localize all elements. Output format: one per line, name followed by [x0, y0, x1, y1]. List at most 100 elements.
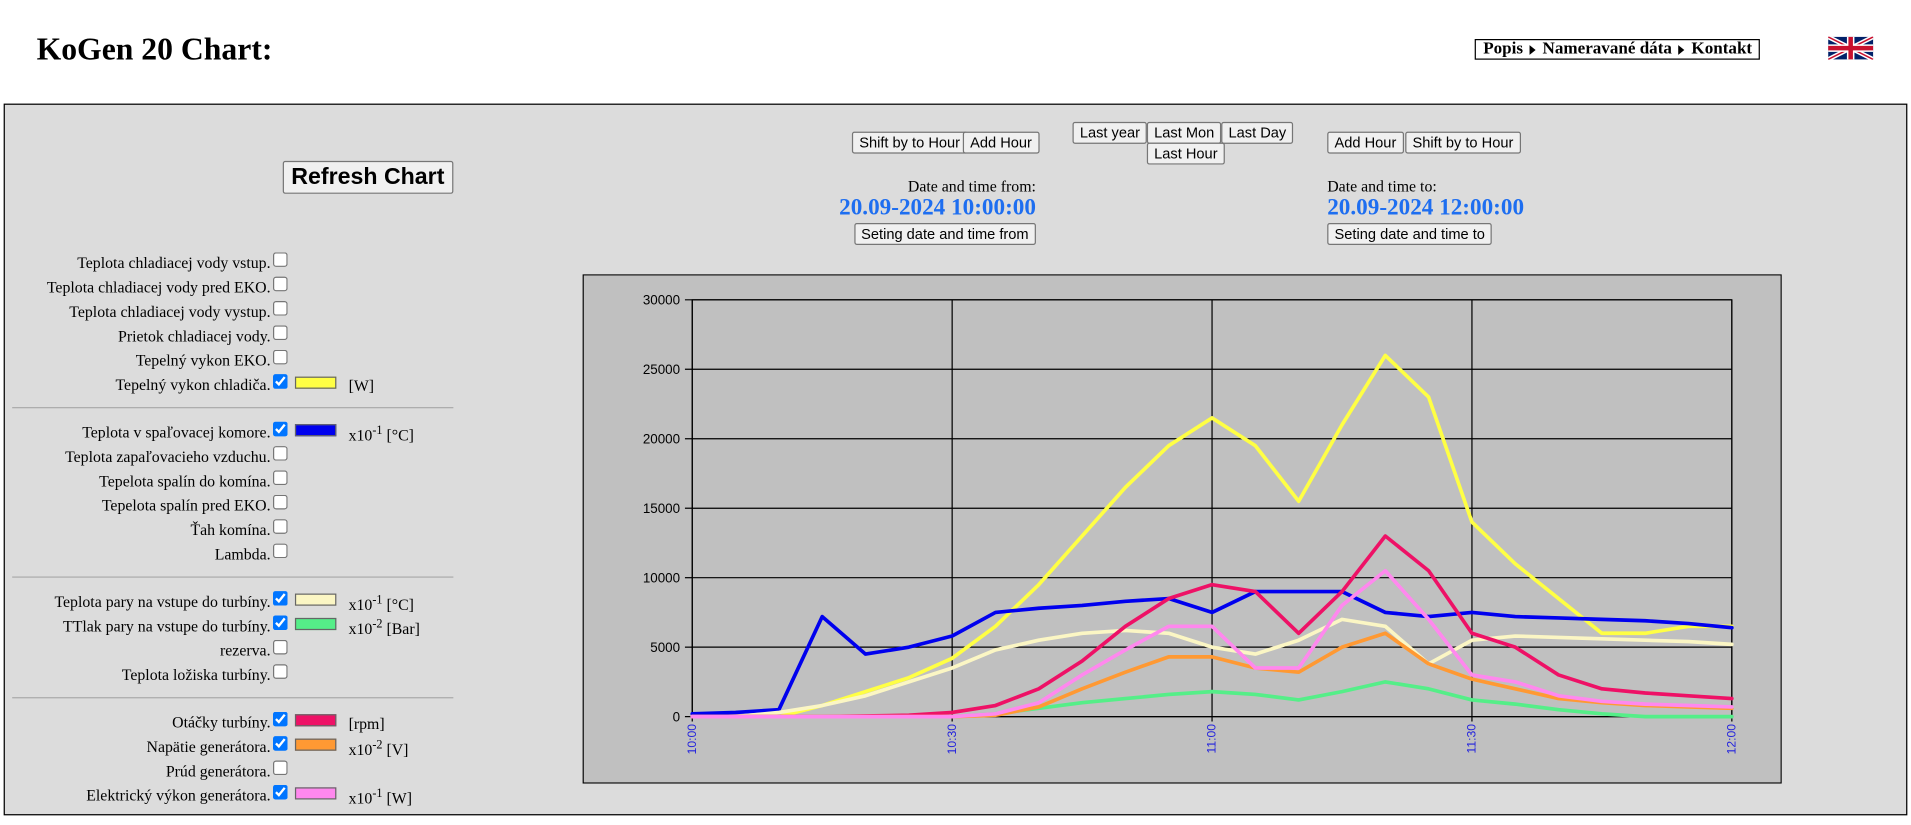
- sensor-checkbox[interactable]: [273, 421, 288, 437]
- unit-text: [°C]: [386, 595, 414, 614]
- unit-exponent: -1: [372, 593, 383, 607]
- unit-text: [V]: [386, 740, 409, 759]
- y-tick-label: 15000: [643, 501, 680, 516]
- sensor-label: TTlak pary na vstupe do turbíny.: [63, 616, 271, 635]
- x-tick-label: 10:00: [685, 724, 699, 755]
- chart-frame: [582, 274, 1782, 784]
- shift-button[interactable]: Shift by to Hour: [1405, 131, 1521, 154]
- from-label: Date and time from:: [907, 176, 1036, 195]
- chart: 0 5000 10000 15000 20000 25000 30000 10:00 10:30…: [582, 274, 1782, 784]
- unit-base: x10: [348, 740, 373, 759]
- color-swatch: [294, 376, 337, 389]
- unit-base: x10: [348, 595, 373, 614]
- sensor-label: Lambda.: [214, 544, 271, 564]
- separator: [12, 576, 454, 578]
- nav-link[interactable]: Nameravané dáta: [1542, 39, 1672, 58]
- sensor-label: Otáčky turbíny.: [172, 712, 271, 732]
- sensor-label: Prúd generátora.: [165, 761, 271, 780]
- color-swatch: [294, 593, 337, 606]
- sensor-checkbox[interactable]: [273, 325, 288, 341]
- sensor-label: Tepelota spalín pred EKO.: [101, 496, 271, 515]
- sensor-checkbox[interactable]: [273, 711, 288, 727]
- range-button[interactable]: Last Hour: [1146, 142, 1225, 165]
- sensor-label: Teplota chladiacej vody vstup.: [77, 253, 271, 272]
- sensor-label: Teplota ložiska turbíny.: [121, 665, 271, 684]
- sensor-checkbox[interactable]: [273, 784, 288, 800]
- y-tick-label: 10000: [643, 571, 680, 586]
- unit: x10-1 [W]: [349, 787, 412, 808]
- from-value: 20.09-2024 10:00:00: [839, 195, 1036, 221]
- unit-exponent: -2: [372, 738, 383, 752]
- sensor-label: Tepelota spalín do komína.: [99, 471, 271, 490]
- nav-bar: Popis Nameravané dáta Kontakt: [1474, 39, 1760, 60]
- sensor-label: rezerva.: [219, 641, 271, 660]
- nav-link[interactable]: Popis: [1483, 39, 1524, 58]
- color-swatch: [294, 617, 337, 631]
- sensor-label: Teplota chladiacej vody pred EKO.: [46, 277, 271, 297]
- sensor-checkbox[interactable]: [273, 470, 288, 486]
- x-tick-label: 12:00: [1725, 724, 1739, 755]
- sensor-checkbox[interactable]: [273, 252, 288, 267]
- series-line: [690, 617, 1734, 719]
- sensor-checkbox[interactable]: [273, 760, 288, 776]
- unit-text: [°C]: [386, 425, 414, 445]
- plot-border: [691, 299, 1733, 718]
- sensor-checkbox[interactable]: [273, 664, 288, 679]
- color-swatch: [294, 738, 337, 751]
- unit-base: x10: [348, 425, 373, 445]
- refresh-button[interactable]: Refresh Chart: [282, 160, 453, 194]
- range-button[interactable]: Last year: [1072, 121, 1148, 144]
- sensor-checkbox[interactable]: [273, 349, 288, 365]
- nav-link[interactable]: Kontakt: [1691, 39, 1753, 58]
- sensor-checkbox[interactable]: [273, 374, 288, 389]
- sensor-checkbox[interactable]: [273, 446, 288, 461]
- range-button[interactable]: Last Mon: [1146, 121, 1222, 144]
- sensor-checkbox[interactable]: [273, 494, 288, 510]
- range-button[interactable]: Last Day: [1221, 121, 1294, 144]
- unit: x10-1 [°C]: [349, 594, 414, 615]
- unit-exponent: -1: [372, 787, 383, 801]
- add-hour-button[interactable]: Add Hour: [962, 131, 1040, 154]
- unit-exponent: -2: [372, 617, 383, 632]
- sensor-checkbox[interactable]: [273, 543, 288, 559]
- to-value: 20.09-2024 12:00:00: [1327, 195, 1525, 221]
- sensor-checkbox[interactable]: [273, 736, 288, 751]
- unit-exponent: -1: [372, 424, 383, 438]
- sensor-label: Teplota pary na vstupe do turbíny.: [54, 592, 271, 611]
- add-hour-button[interactable]: Add Hour: [1327, 131, 1404, 154]
- y-tick-label: 5000: [650, 640, 680, 655]
- sensor-checkbox[interactable]: [273, 519, 288, 534]
- page-title: KoGen 20 Chart:: [36, 31, 273, 68]
- sensor-label: Teplota v spaľovacej komore.: [82, 422, 271, 442]
- nav-arrow: [1529, 44, 1536, 55]
- color-swatch: [294, 787, 337, 800]
- set-to-button[interactable]: Seting date and time to: [1327, 223, 1493, 245]
- series-line: [690, 568, 1734, 719]
- sensor-label: Napätie generátora.: [146, 737, 271, 756]
- sensor-label: Tepelný vykon chladiča.: [115, 375, 271, 394]
- sensor-checkbox[interactable]: [273, 301, 288, 316]
- x-tick-label: 11:30: [1465, 724, 1479, 754]
- sensor-checkbox[interactable]: [273, 276, 288, 292]
- sensor-checkbox[interactable]: [273, 615, 288, 631]
- sensor-label: Tepelný vykon EKO.: [135, 351, 271, 370]
- separator: [12, 407, 454, 409]
- series-line: [690, 589, 1734, 716]
- unit-text: [Bar]: [386, 619, 420, 638]
- language-flag[interactable]: [1828, 36, 1874, 60]
- x-tick-label: 11:00: [1205, 724, 1219, 754]
- y-tick-label: 25000: [643, 362, 680, 377]
- sensor-checkbox[interactable]: [273, 591, 288, 606]
- set-from-button[interactable]: Seting date and time from: [853, 223, 1036, 245]
- unit: [rpm]: [349, 714, 385, 734]
- color-swatch: [294, 424, 337, 437]
- unit-base: x10: [348, 619, 373, 638]
- unit-text: [rpm]: [348, 714, 385, 733]
- nav-arrow: [1678, 44, 1685, 55]
- shift-button[interactable]: Shift by to Hour: [851, 131, 968, 154]
- sensor-checkbox[interactable]: [273, 639, 288, 655]
- color-swatch: [294, 714, 337, 727]
- sensor-label: Teplota chladiacej vody vystup.: [69, 302, 271, 321]
